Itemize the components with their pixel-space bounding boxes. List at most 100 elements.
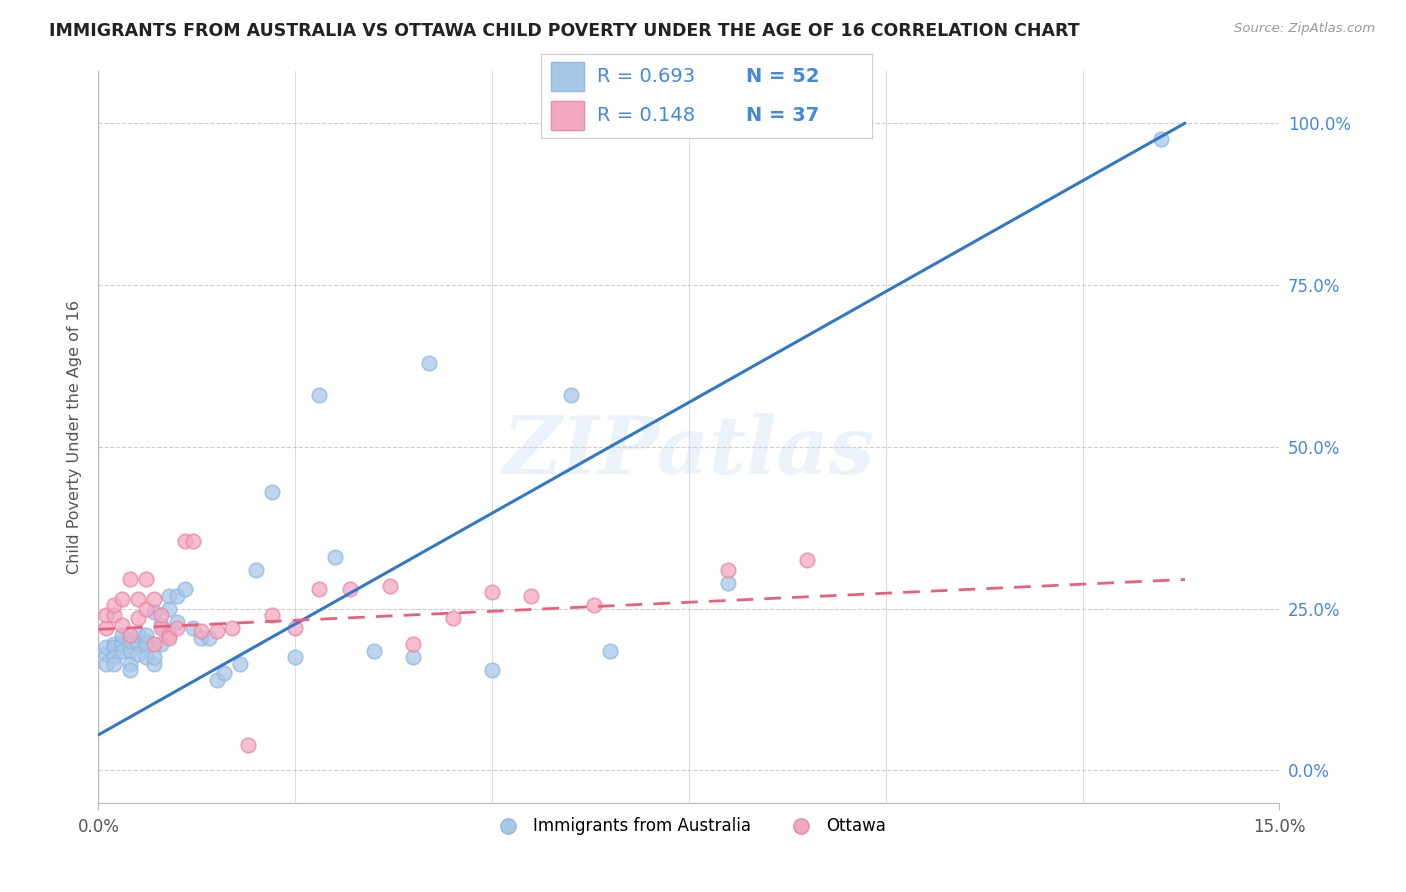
Point — [118, 634, 141, 648]
Point — [150, 621, 173, 635]
Text: N = 37: N = 37 — [747, 106, 820, 125]
Point — [142, 657, 165, 671]
Point — [96, 621, 118, 635]
Point — [260, 485, 283, 500]
Point — [284, 621, 307, 635]
Point — [157, 631, 180, 645]
Point — [214, 666, 236, 681]
Point — [118, 657, 141, 671]
Point — [284, 650, 307, 665]
Point — [520, 589, 543, 603]
Point — [111, 617, 134, 632]
Point — [150, 617, 173, 632]
Point — [135, 634, 157, 648]
Point — [135, 627, 157, 641]
Point — [166, 621, 188, 635]
Point — [229, 657, 252, 671]
Point — [127, 637, 149, 651]
Point — [118, 627, 141, 641]
Point — [378, 579, 401, 593]
Point — [103, 657, 125, 671]
Point — [150, 637, 173, 651]
Legend: Immigrants from Australia, Ottawa: Immigrants from Australia, Ottawa — [485, 811, 893, 842]
Point — [308, 388, 330, 402]
Point — [221, 621, 243, 635]
Point — [245, 563, 267, 577]
Point — [96, 657, 118, 671]
Point — [127, 637, 149, 651]
Point — [142, 591, 165, 606]
Point — [118, 643, 141, 657]
Point — [481, 585, 503, 599]
Point — [363, 643, 385, 657]
Point — [118, 663, 141, 677]
Point — [583, 599, 606, 613]
Point — [166, 589, 188, 603]
Point — [111, 637, 134, 651]
Point — [96, 640, 118, 655]
Text: IMMIGRANTS FROM AUSTRALIA VS OTTAWA CHILD POVERTY UNDER THE AGE OF 16 CORRELATIO: IMMIGRANTS FROM AUSTRALIA VS OTTAWA CHIL… — [49, 22, 1080, 40]
Point — [157, 627, 180, 641]
Point — [717, 563, 740, 577]
Point — [181, 621, 204, 635]
Text: ZIPatlas: ZIPatlas — [503, 413, 875, 491]
Point — [103, 650, 125, 665]
Point — [481, 663, 503, 677]
Point — [260, 608, 283, 623]
Y-axis label: Child Poverty Under the Age of 16: Child Poverty Under the Age of 16 — [66, 300, 82, 574]
Point — [103, 608, 125, 623]
Point — [142, 605, 165, 619]
FancyBboxPatch shape — [551, 62, 585, 91]
Point — [111, 627, 134, 641]
Point — [181, 533, 204, 548]
Point — [418, 356, 440, 370]
Point — [560, 388, 582, 402]
Point — [96, 608, 118, 623]
Point — [157, 601, 180, 615]
Point — [205, 673, 228, 687]
Point — [323, 549, 346, 564]
Text: R = 0.148: R = 0.148 — [598, 106, 696, 125]
Point — [127, 627, 149, 641]
Point — [174, 533, 197, 548]
Point — [717, 575, 740, 590]
Point — [308, 582, 330, 597]
Point — [1150, 132, 1173, 146]
Point — [174, 582, 197, 597]
Point — [135, 601, 157, 615]
FancyBboxPatch shape — [551, 101, 585, 130]
Text: Source: ZipAtlas.com: Source: ZipAtlas.com — [1234, 22, 1375, 36]
Point — [127, 647, 149, 661]
Point — [142, 650, 165, 665]
Point — [135, 637, 157, 651]
Point — [111, 643, 134, 657]
Text: N = 52: N = 52 — [747, 67, 820, 86]
Point — [190, 631, 212, 645]
Point — [103, 640, 125, 655]
Point — [205, 624, 228, 639]
Point — [599, 643, 621, 657]
Point — [441, 611, 464, 625]
Point — [197, 631, 219, 645]
Point — [236, 738, 259, 752]
Point — [127, 591, 149, 606]
Point — [142, 637, 165, 651]
Point — [339, 582, 361, 597]
Point — [190, 624, 212, 639]
Point — [118, 573, 141, 587]
Point — [135, 573, 157, 587]
Point — [157, 589, 180, 603]
Point — [111, 591, 134, 606]
Point — [127, 611, 149, 625]
Point — [796, 553, 818, 567]
Point — [402, 637, 425, 651]
Point — [166, 615, 188, 629]
Point — [150, 608, 173, 623]
Point — [402, 650, 425, 665]
Point — [135, 650, 157, 665]
Text: R = 0.693: R = 0.693 — [598, 67, 696, 86]
Point — [103, 599, 125, 613]
Point — [103, 637, 125, 651]
Point — [96, 647, 118, 661]
Point — [111, 634, 134, 648]
